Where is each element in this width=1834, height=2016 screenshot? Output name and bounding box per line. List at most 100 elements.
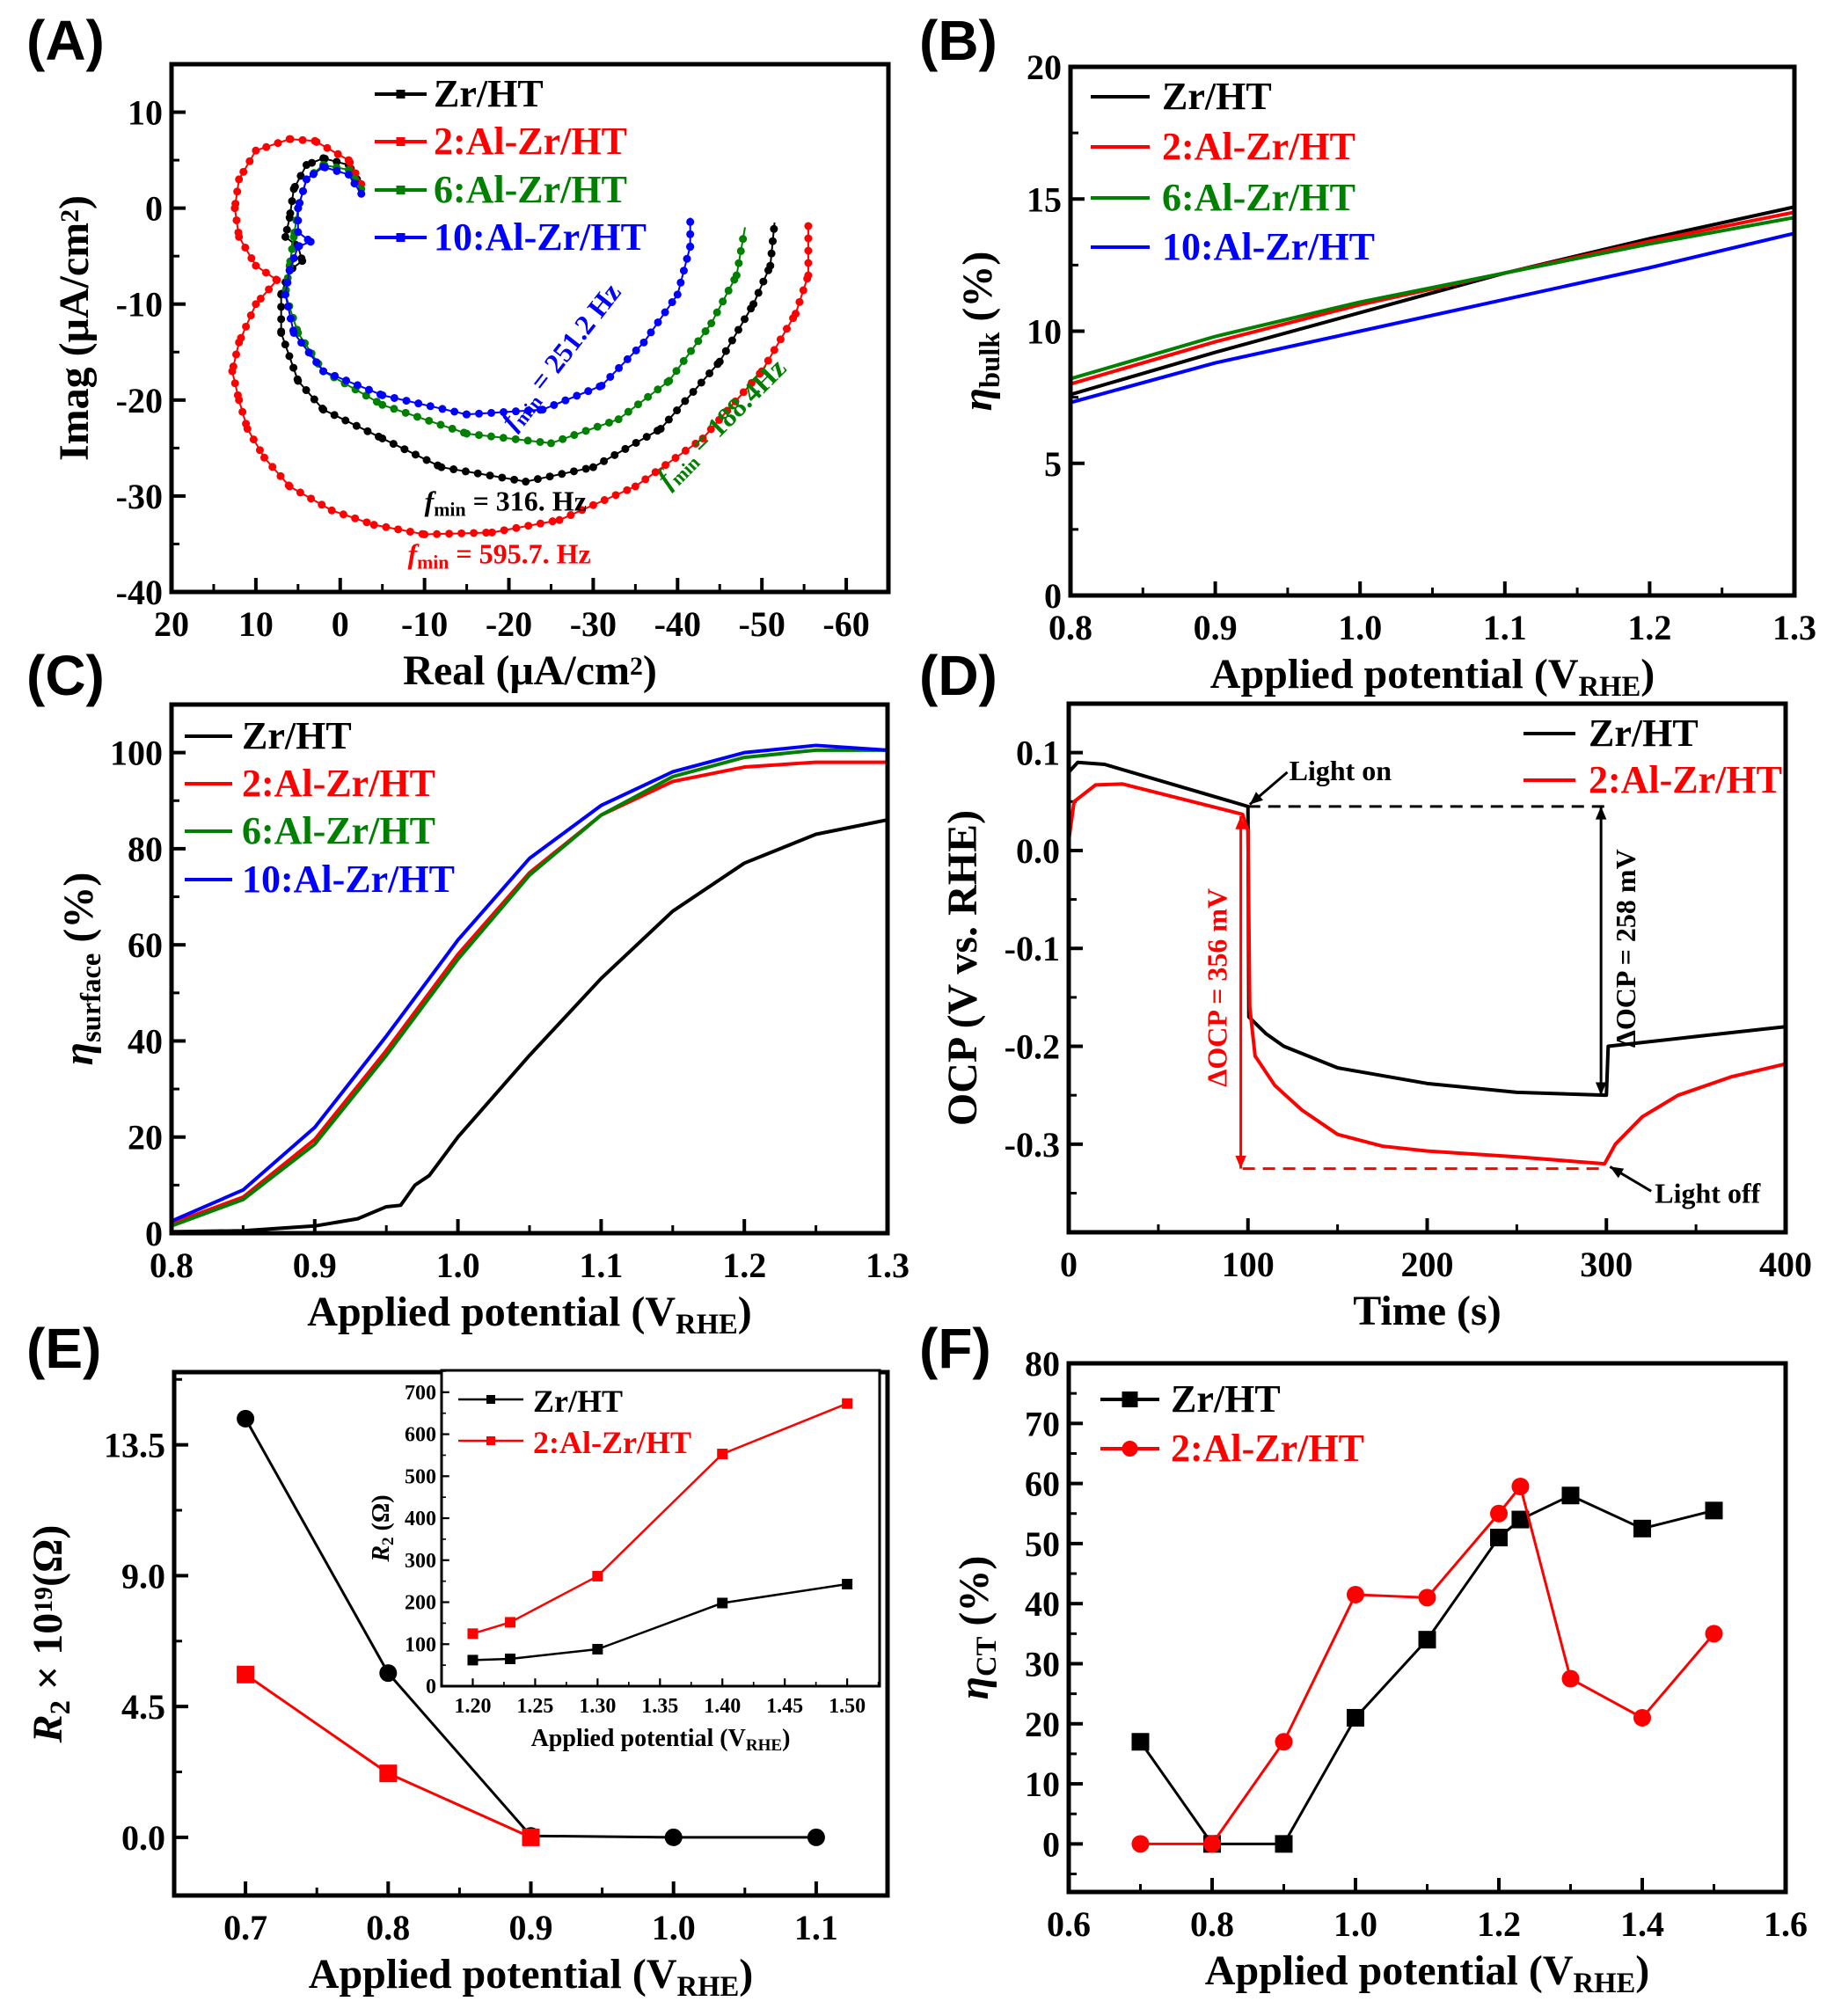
- y-tick-label: -0.3: [1005, 1125, 1060, 1165]
- data-point: [768, 237, 777, 245]
- plot-area: [237, 1409, 825, 1846]
- y-axis-label-part: η: [951, 1676, 997, 1699]
- data-point: [390, 393, 398, 402]
- data-point: [463, 429, 471, 438]
- x-tick-label: 300: [1580, 1245, 1633, 1284]
- legend-label: 2:Al-Zr/HT: [1162, 125, 1355, 168]
- data-point: [353, 381, 362, 390]
- data-point: [369, 521, 378, 530]
- data-point: [807, 1828, 825, 1846]
- data-point: [706, 425, 715, 434]
- data-point: [505, 1653, 516, 1664]
- data-point: [550, 400, 559, 409]
- annotation-label: ΔOCP = 356 mV: [1201, 888, 1232, 1087]
- data-point: [727, 336, 736, 345]
- arrowhead: [1595, 1082, 1607, 1096]
- x-axis-label-part: Time (s): [1353, 1288, 1501, 1334]
- data-point: [581, 427, 590, 435]
- x-axis-label-part: ): [1635, 1947, 1649, 1994]
- data-point: [332, 166, 341, 175]
- legend-marker: [486, 1395, 495, 1404]
- y-tick-label: 200: [405, 1592, 436, 1615]
- data-point: [664, 415, 673, 424]
- data-point: [486, 471, 494, 480]
- x-tick-label: 0.8: [150, 1245, 194, 1285]
- data-point: [364, 385, 373, 394]
- plot-area: [172, 743, 888, 1233]
- data-point: [256, 294, 265, 303]
- x-tick-label: 1.2: [722, 1245, 766, 1285]
- x-axis-label-part: RHE: [1574, 1968, 1636, 1999]
- x-axis-label: Applied potential (VRHE): [531, 1725, 791, 1755]
- x-axis-label-part: Applied potential (V: [1210, 651, 1579, 698]
- x-tick-label: 1.50: [829, 1695, 866, 1718]
- y-tick-label: 20: [1025, 1705, 1060, 1744]
- data-point: [436, 420, 445, 429]
- data-point: [302, 175, 311, 184]
- data-point: [461, 467, 470, 476]
- data-point: [1131, 1733, 1150, 1751]
- data-point: [578, 506, 587, 515]
- data-point: [289, 185, 298, 194]
- legend-label: Zr/HT: [434, 72, 544, 115]
- data-point: [445, 530, 454, 538]
- data-point: [276, 471, 285, 480]
- data-point: [644, 392, 653, 401]
- x-tick-label: 400: [1759, 1245, 1812, 1284]
- data-point: [656, 425, 665, 434]
- data-point: [555, 515, 564, 524]
- data-point: [342, 376, 351, 385]
- annotation-label-part: f: [407, 537, 420, 569]
- x-tick-label: 1.40: [704, 1695, 741, 1718]
- data-point: [642, 433, 651, 442]
- data-point: [604, 418, 613, 427]
- data-point: [651, 468, 660, 477]
- legend-item: 6:Al-Zr/HT: [1091, 176, 1355, 219]
- data-point: [246, 311, 255, 320]
- panel-d: 0 100 200 300 400 0.1 0.0 -0.1 -0.2 -0.3 Light on L…: [939, 701, 1812, 1334]
- data-point: [721, 347, 730, 355]
- data-point: [536, 519, 544, 528]
- legend-item: Zr/HT: [1523, 712, 1699, 755]
- data-point: [333, 150, 342, 158]
- y-axis-label: R2 × 1019(Ω): [25, 1525, 77, 1744]
- y-tick-label: -0.1: [1005, 929, 1060, 968]
- data-point: [748, 378, 756, 387]
- y-tick-label: 10: [128, 93, 163, 133]
- data-point: [252, 300, 260, 309]
- data-point: [621, 444, 630, 453]
- data-point: [1561, 1486, 1580, 1505]
- panel-letter: (D): [919, 644, 997, 707]
- y-tick-label: 50: [1025, 1524, 1060, 1564]
- data-point: [323, 143, 332, 152]
- data-point: [712, 308, 721, 317]
- data-point: [277, 303, 286, 311]
- data-point: [1705, 1625, 1723, 1643]
- data-point: [420, 530, 429, 539]
- data-point: [715, 415, 724, 424]
- legend-item: 10:Al-Zr/HT: [375, 215, 647, 259]
- x-axis-label-part: RHE: [1579, 671, 1641, 703]
- data-point: [247, 254, 256, 263]
- data-point: [511, 407, 520, 416]
- data-point: [294, 228, 303, 237]
- y-tick-label: 0: [1044, 576, 1062, 616]
- data-point: [1633, 1519, 1651, 1538]
- data-point: [500, 526, 508, 535]
- plot-frame: [169, 62, 891, 595]
- x-axis-label: Time (s): [1353, 1288, 1501, 1334]
- data-point: [425, 416, 434, 425]
- y-tick-label: 0.1: [1016, 734, 1060, 773]
- data-point: [281, 340, 289, 349]
- annotation-label-part: Light on: [1290, 755, 1392, 786]
- legend-marker: [1122, 1391, 1138, 1407]
- plot-frame: [1068, 64, 1797, 598]
- annotation-label: fmin = 251.2 Hz: [493, 276, 630, 437]
- y-tick-label: 80: [128, 829, 163, 869]
- data-point: [282, 225, 291, 234]
- data-point: [233, 187, 242, 196]
- data-point: [474, 431, 483, 440]
- data-point: [592, 1570, 603, 1581]
- data-point: [389, 440, 398, 449]
- data-point: [433, 530, 442, 538]
